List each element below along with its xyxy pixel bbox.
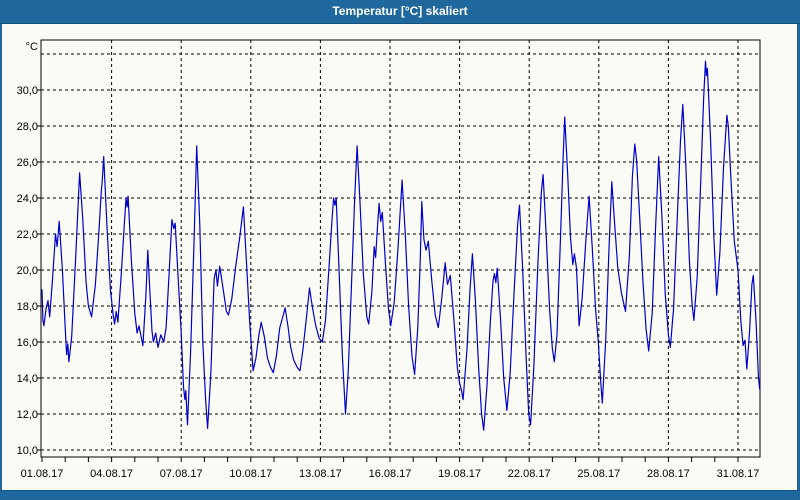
window-left-border — [0, 0, 2, 500]
x-axis-tick-label: 10.08.17 — [229, 468, 272, 480]
x-axis-tick-label: 16.08.17 — [369, 468, 412, 480]
x-axis-tick-label: 31.08.17 — [717, 468, 760, 480]
y-axis-tick-label: 26,0 — [17, 157, 38, 169]
x-axis-tick-label: 25.08.17 — [577, 468, 620, 480]
y-axis-tick-label: 20,0 — [17, 265, 38, 277]
x-axis-tick-label: 22.08.17 — [508, 468, 551, 480]
y-axis-tick-label: 30,0 — [17, 85, 38, 97]
x-axis-tick-label: 01.08.17 — [21, 468, 64, 480]
y-axis-tick-label: 12,0 — [17, 409, 38, 421]
y-axis-tick-label: 18,0 — [17, 301, 38, 313]
y-axis-tick-label: 24,0 — [17, 193, 38, 205]
x-axis-tick-label: 04.08.17 — [90, 468, 133, 480]
window-right-border — [797, 0, 800, 500]
title-bar: Temperatur [°C] skaliert — [0, 0, 800, 24]
y-axis-tick-label: 14,0 — [17, 373, 38, 385]
x-axis-tick-label: 19.08.17 — [438, 468, 481, 480]
x-axis-tick-label: 07.08.17 — [160, 468, 203, 480]
y-axis-tick-label: 16,0 — [17, 337, 38, 349]
bottom-bar — [0, 490, 800, 500]
y-axis-tick-label: 22,0 — [17, 229, 38, 241]
x-axis-tick-label: 28.08.17 — [647, 468, 690, 480]
chart-title: Temperatur [°C] skaliert — [332, 4, 468, 18]
temperature-series-line — [41, 60, 761, 431]
x-axis-tick-label: 13.08.17 — [299, 468, 342, 480]
y-axis-tick-label: 28,0 — [17, 121, 38, 133]
plot-frame — [40, 39, 761, 458]
y-axis-unit-label: °C — [26, 41, 38, 53]
y-axis-tick-label: 10,0 — [17, 445, 38, 457]
